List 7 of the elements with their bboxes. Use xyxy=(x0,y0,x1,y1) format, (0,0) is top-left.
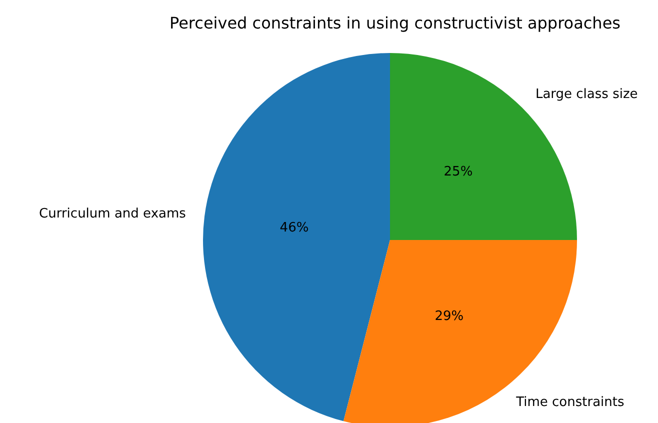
data-label: 46% xyxy=(280,220,309,236)
data-label: 25% xyxy=(444,164,473,180)
slice-label: Large class size xyxy=(535,87,638,102)
slice-label: Curriculum and exams xyxy=(39,206,186,222)
chart-title: Perceived constraints in using constructivist approaches xyxy=(170,14,620,32)
data-label: 29% xyxy=(434,308,464,324)
slice-label: Time constraints xyxy=(515,395,624,410)
